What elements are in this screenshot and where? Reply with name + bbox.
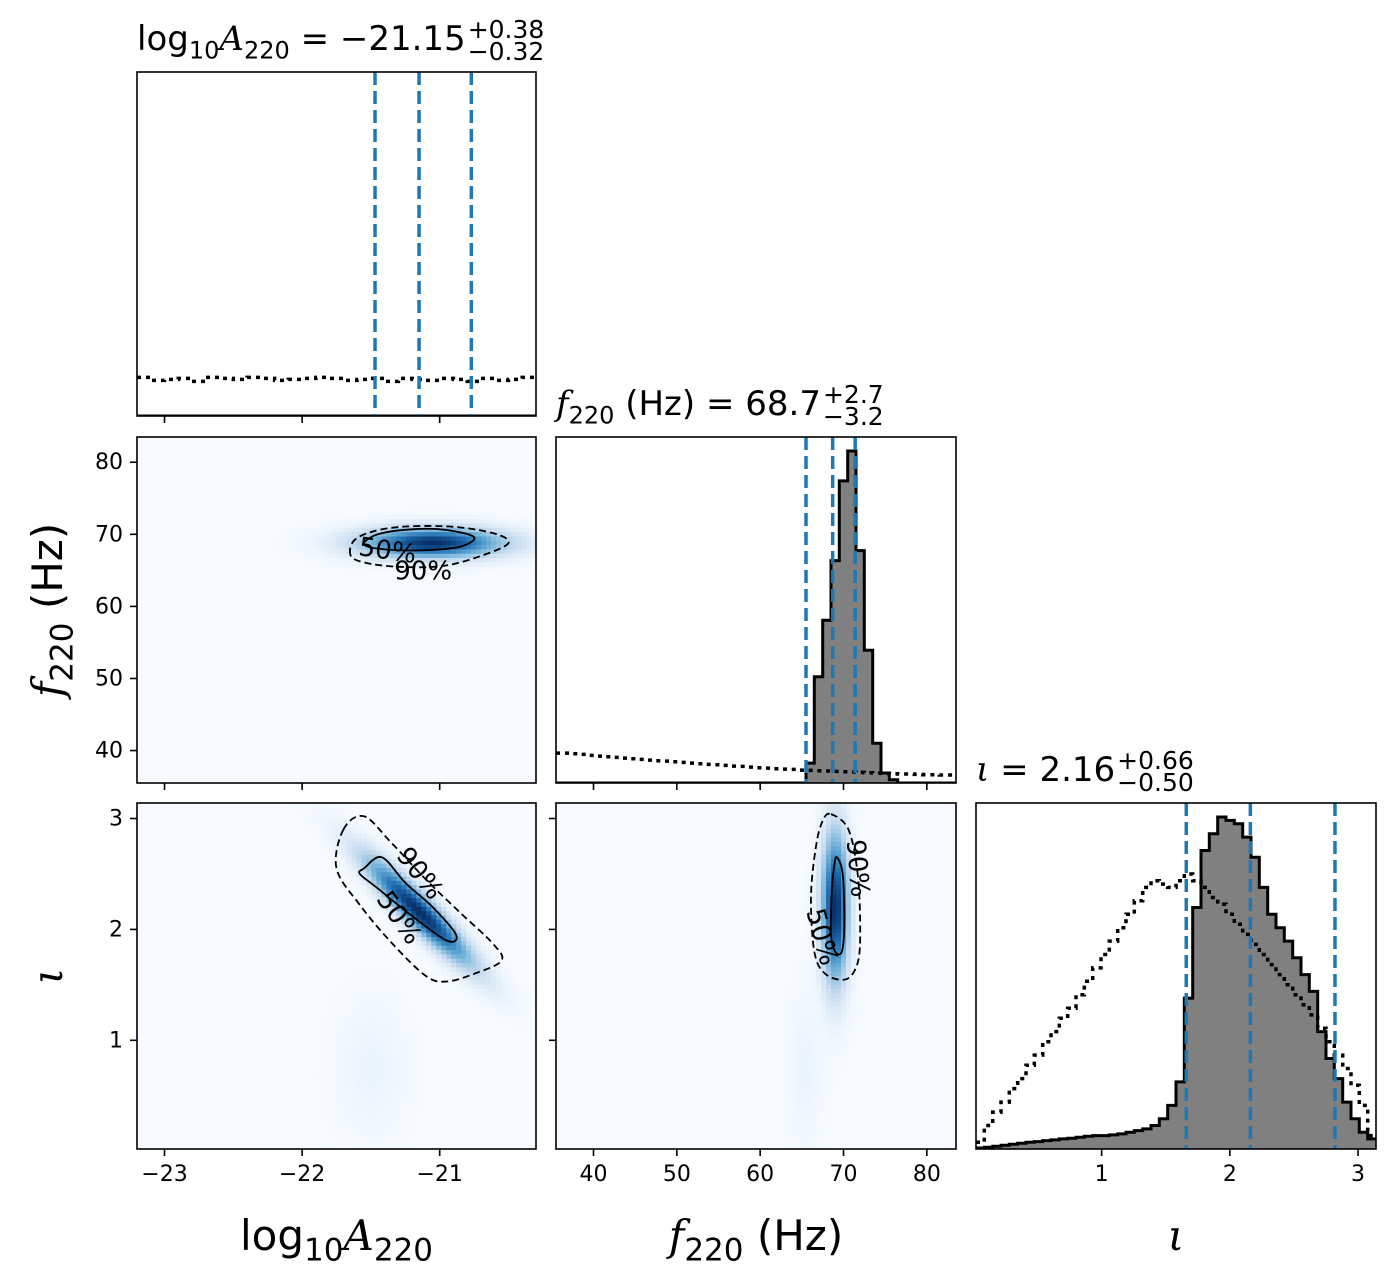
y-tick-label: 2 [109, 917, 123, 942]
panel-1d-iota: ι = 2.16 +0.66−0.50 1 2 3 [975, 746, 1377, 1187]
panel-frame [136, 802, 537, 1150]
x-tick-label: 60 [746, 1162, 774, 1187]
title-value: = −21.15 [290, 19, 466, 59]
label-sym-sub: 220 [684, 1233, 743, 1269]
prior-histogram [137, 375, 536, 384]
contour-90pct [810, 812, 862, 981]
contour-50pct [829, 856, 846, 956]
y-tick-label: 40 [95, 739, 123, 764]
label-unit: (Hz) [23, 523, 72, 623]
contour-label: 90% [840, 838, 875, 898]
x-tick-label: 3 [1351, 1162, 1365, 1187]
posterior-histogram-fill [976, 817, 1376, 1149]
label-sym: ι [23, 968, 72, 984]
x-axis-label-logA: log10A220 [240, 1211, 433, 1269]
y-tick-label: 3 [109, 807, 123, 832]
label-sym-sub: 220 [569, 402, 615, 430]
density-image [137, 803, 536, 1149]
posterior-histogram-edge [976, 815, 1376, 1149]
panel-title: log10A220 = −21.15 [137, 19, 466, 65]
panel-title: f220 (Hz) = 68.7 [553, 384, 821, 430]
posterior-histogram-fill [556, 451, 956, 783]
title-lower-error: −3.2 [823, 402, 884, 431]
panel-frame [555, 436, 957, 784]
prior-histogram [556, 751, 956, 777]
panel-frame [555, 802, 957, 1150]
y-tick-label: 50 [95, 666, 123, 691]
x-axis-label-iota: ι [1168, 1211, 1184, 1260]
density-image [137, 437, 536, 783]
label-lhs-sub: 10 [189, 37, 220, 65]
posterior-histogram-edge [137, 414, 536, 416]
x-tick-label: 80 [913, 1162, 941, 1187]
title-upper-error: +0.66 [1117, 746, 1194, 775]
panel-2d-f220-iota: 90%50%40 50 60 70 80 [549, 802, 957, 1187]
title-lower-error: −0.50 [1117, 768, 1194, 797]
label-sym: ι [1168, 1211, 1184, 1260]
label-sym-sub: 220 [45, 623, 81, 682]
x-tick-label: −21 [416, 1162, 462, 1187]
contour-90pct [349, 525, 510, 569]
panel-frame [136, 436, 537, 784]
label-sym-sub: 220 [374, 1233, 433, 1269]
title-upper-error: +2.7 [823, 380, 884, 409]
y-axis-label-iota: ι [23, 968, 72, 984]
contour-label: 90% [394, 556, 452, 586]
title-lower-error: −0.32 [468, 37, 545, 66]
y-tick-label: 60 [95, 594, 123, 619]
x-tick-label: 2 [1223, 1162, 1237, 1187]
title-value: = 68.7 [695, 384, 821, 424]
x-tick-label: 50 [663, 1162, 691, 1187]
x-axis-label-f220: f220 (Hz) [666, 1211, 843, 1269]
panel-1d-f220: f220 (Hz) = 68.7 +2.7−3.2 [553, 380, 957, 790]
label-unit: (Hz) [743, 1211, 843, 1260]
y-axis-label-f220: f220 (Hz) [23, 523, 81, 700]
panel-title: ι = 2.16 [976, 750, 1115, 790]
x-tick-label: −23 [141, 1162, 187, 1187]
label-sym-sub: 220 [244, 37, 290, 65]
y-tick-label: 1 [109, 1028, 123, 1053]
label-sym: ι [976, 750, 989, 790]
panel-1d-logA: log10A220 = −21.15 +0.38−0.32 [136, 15, 949, 423]
y-tick-label: 70 [95, 522, 123, 547]
x-tick-label: 70 [830, 1162, 858, 1187]
density-image [556, 803, 956, 1149]
x-tick-label: 40 [580, 1162, 608, 1187]
label-lhs-sub: 10 [304, 1233, 343, 1269]
title-value: = 2.16 [989, 750, 1115, 790]
label-sym: A [216, 19, 244, 59]
panel-frame [975, 802, 1377, 1150]
title-upper-error: +0.38 [468, 15, 545, 44]
y-tick-label: 80 [95, 450, 123, 475]
contour-50pct [363, 527, 476, 552]
label-lhs: log [137, 19, 189, 59]
contour-50pct [358, 856, 458, 943]
contour-90pct [334, 814, 504, 983]
x-tick-label: −22 [279, 1162, 325, 1187]
label-unit: (Hz) [614, 384, 695, 424]
posterior-histogram-fill [137, 86, 949, 416]
panel-frame [136, 71, 537, 417]
x-tick-label: 1 [1095, 1162, 1109, 1187]
label-lhs: log [240, 1211, 304, 1260]
label-sym: A [339, 1211, 373, 1260]
posterior-histogram-edge [556, 449, 956, 783]
prior-histogram [976, 872, 1376, 1145]
